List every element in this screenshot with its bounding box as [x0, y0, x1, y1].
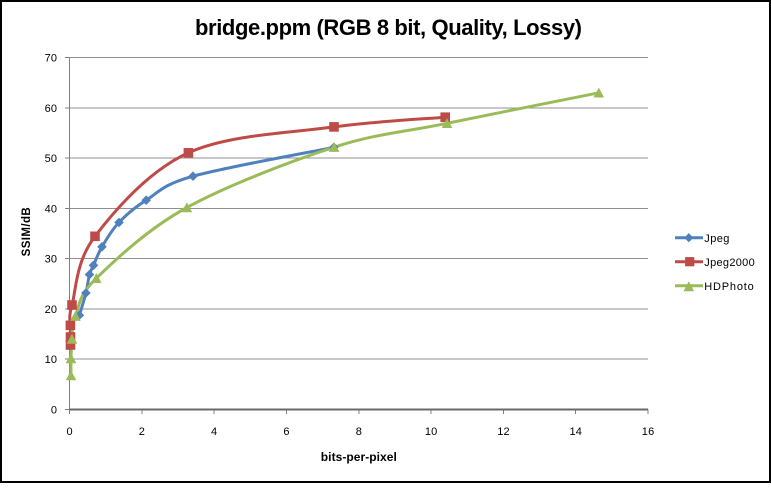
svg-text:16: 16	[642, 426, 654, 438]
svg-text:10: 10	[425, 426, 437, 438]
svg-text:30: 30	[45, 254, 57, 266]
svg-text:12: 12	[497, 426, 509, 438]
svg-text:Jpeg2000: Jpeg2000	[704, 257, 755, 269]
svg-text:0: 0	[66, 426, 72, 438]
svg-text:8: 8	[356, 426, 362, 438]
svg-text:SSIM/dB: SSIM/dB	[21, 207, 33, 256]
svg-text:40: 40	[45, 203, 57, 215]
svg-text:70: 70	[45, 53, 57, 65]
svg-text:60: 60	[45, 103, 57, 115]
svg-text:6: 6	[283, 426, 289, 438]
svg-text:HDPhoto: HDPhoto	[704, 281, 754, 293]
svg-text:14: 14	[570, 426, 582, 438]
svg-text:0: 0	[51, 405, 57, 417]
svg-text:50: 50	[45, 153, 57, 165]
svg-text:10: 10	[45, 354, 57, 366]
svg-text:2: 2	[139, 426, 145, 438]
svg-text:4: 4	[211, 426, 217, 438]
svg-text:Jpeg: Jpeg	[704, 233, 729, 245]
svg-text:20: 20	[45, 304, 57, 316]
svg-text:bridge.ppm (RGB 8 bit, Quality: bridge.ppm (RGB 8 bit, Quality, Lossy)	[195, 15, 582, 40]
svg-text:bits-per-pixel: bits-per-pixel	[321, 450, 397, 464]
